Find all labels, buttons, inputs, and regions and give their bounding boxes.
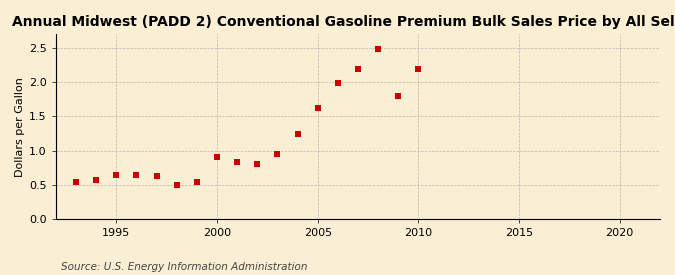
Point	[232, 159, 242, 164]
Point	[313, 106, 323, 110]
Point	[71, 180, 82, 184]
Point	[171, 183, 182, 188]
Point	[292, 132, 303, 136]
Y-axis label: Dollars per Gallon: Dollars per Gallon	[15, 77, 25, 177]
Point	[151, 174, 162, 178]
Point	[272, 152, 283, 156]
Point	[91, 178, 102, 182]
Point	[332, 81, 343, 85]
Point	[373, 47, 383, 52]
Point	[212, 155, 223, 160]
Point	[131, 173, 142, 177]
Point	[352, 67, 363, 72]
Point	[413, 67, 424, 72]
Point	[192, 180, 202, 184]
Title: Annual Midwest (PADD 2) Conventional Gasoline Premium Bulk Sales Price by All Se: Annual Midwest (PADD 2) Conventional Gas…	[12, 15, 675, 29]
Point	[393, 94, 404, 98]
Point	[111, 172, 122, 177]
Point	[252, 162, 263, 166]
Text: Source: U.S. Energy Information Administration: Source: U.S. Energy Information Administ…	[61, 262, 307, 272]
